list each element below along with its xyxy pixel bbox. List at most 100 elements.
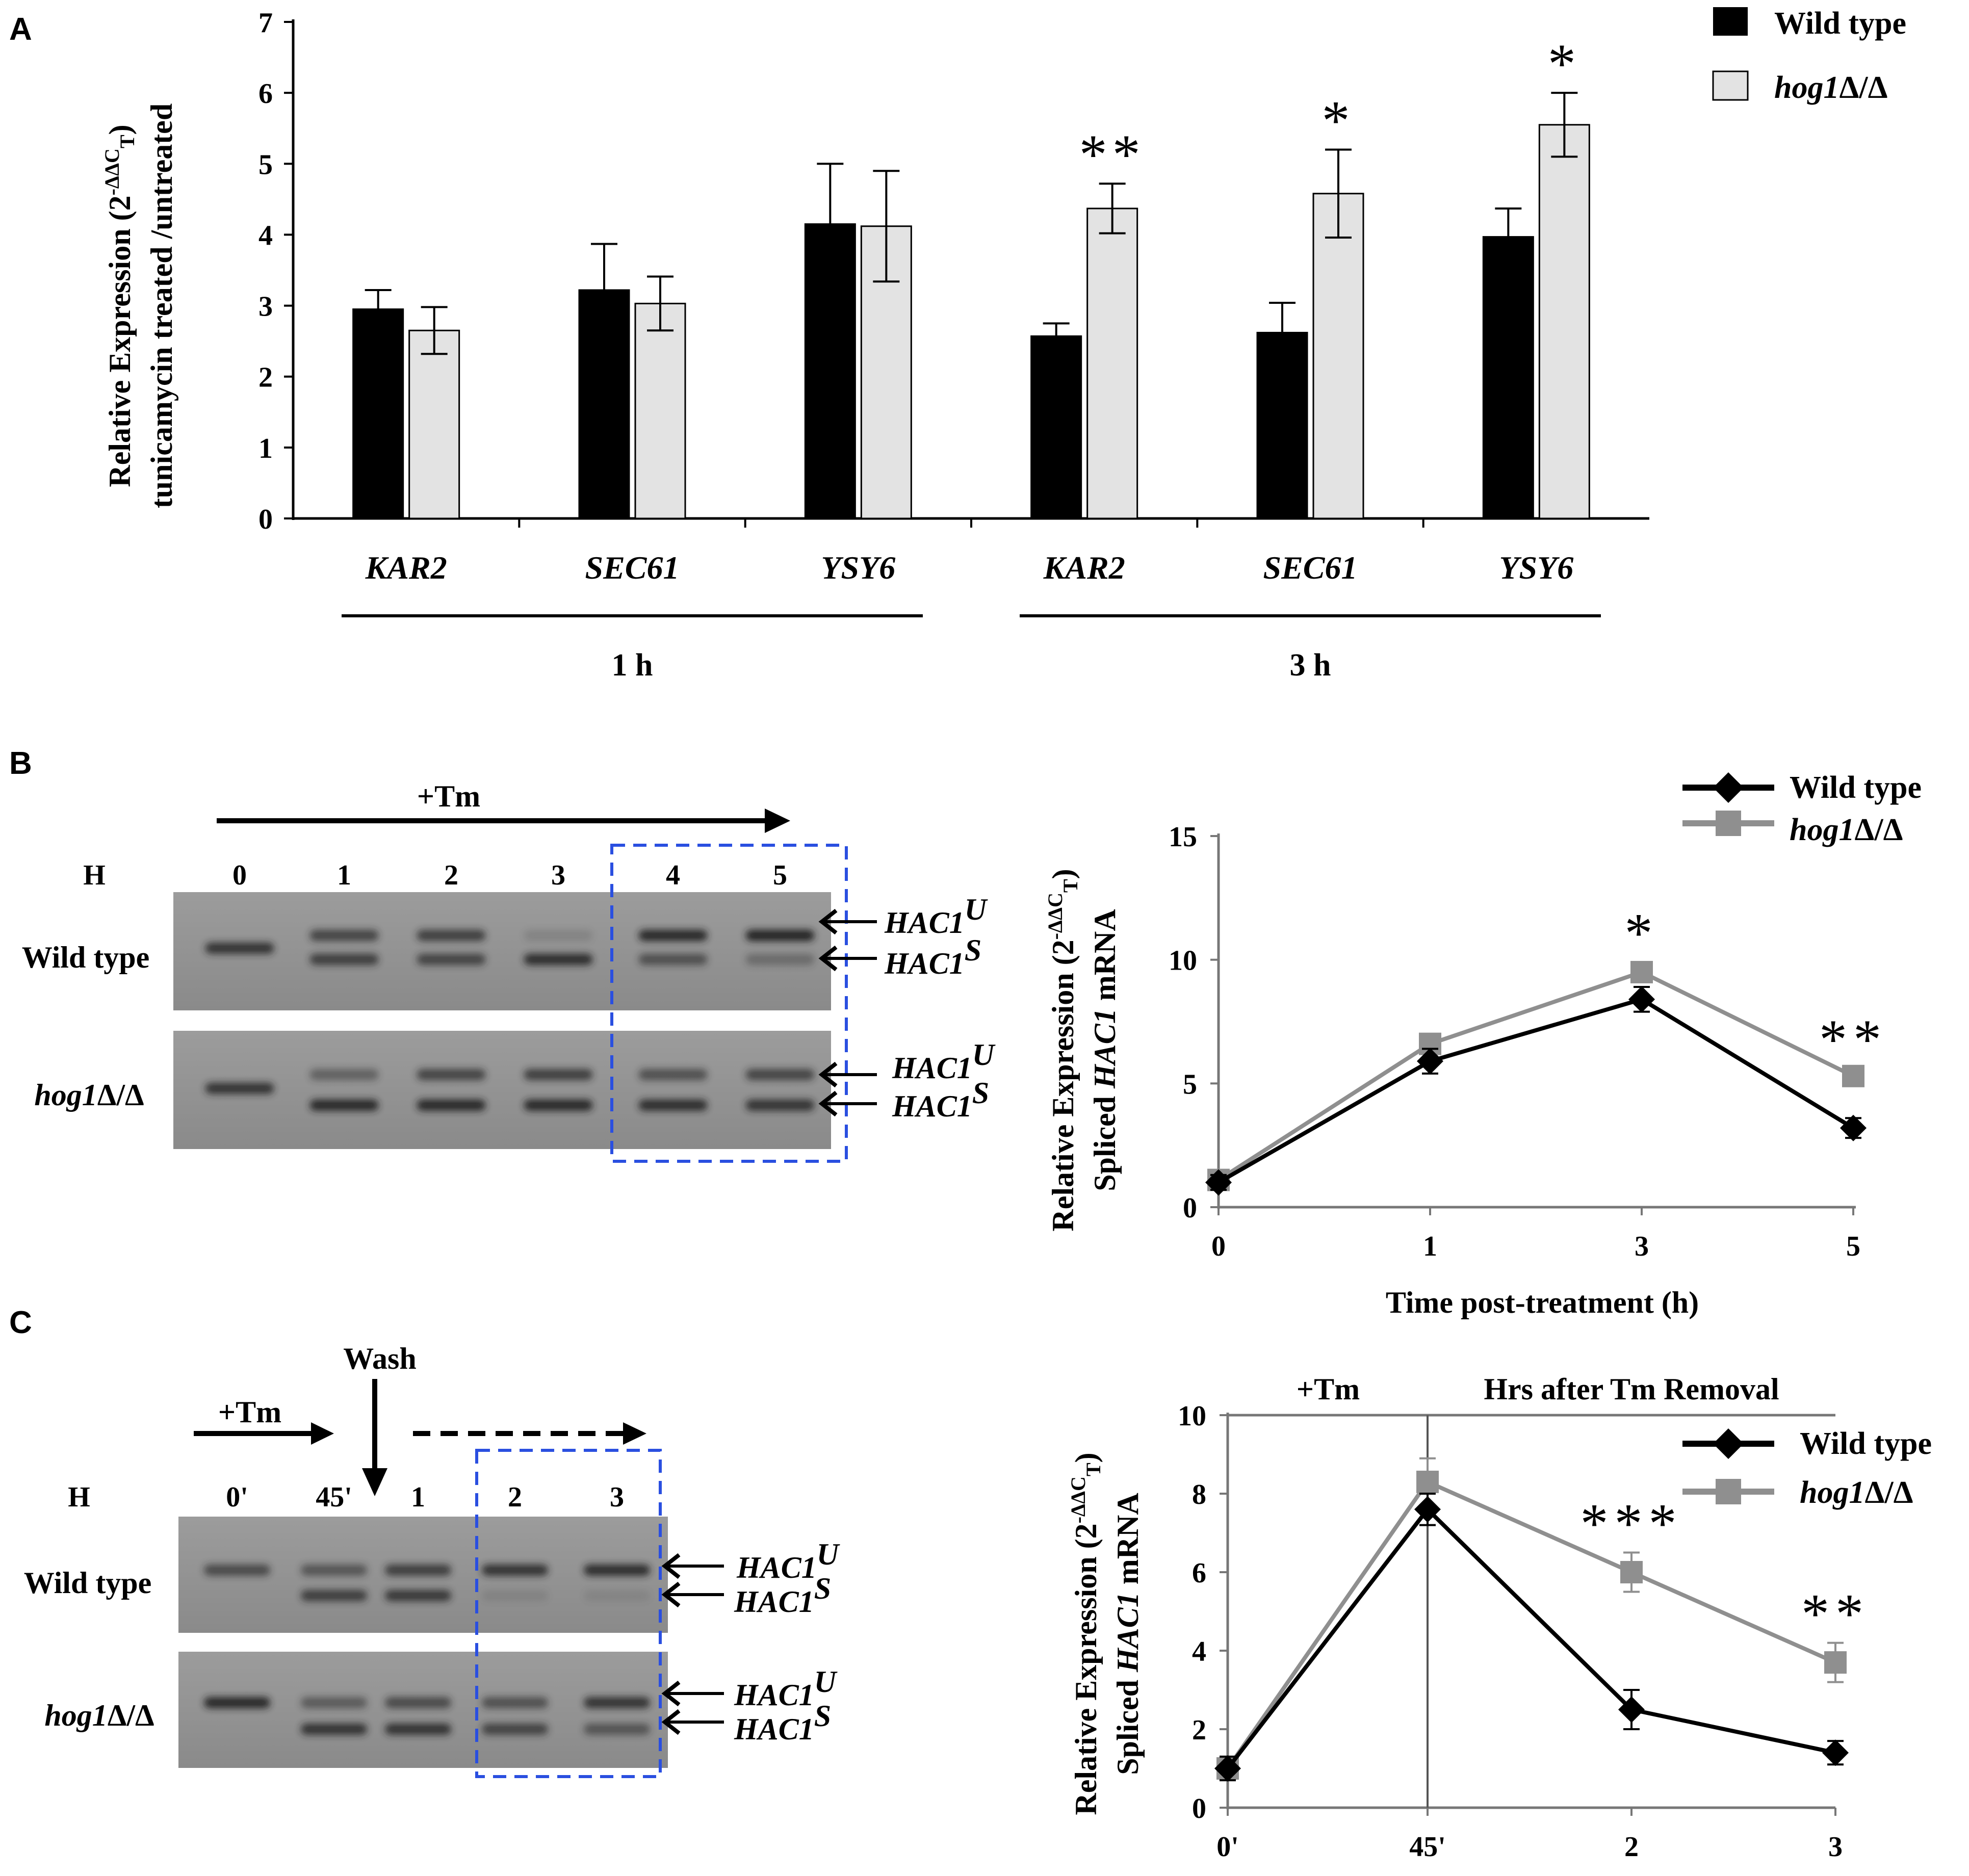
chartC-xtick-label: 3 — [1828, 1831, 1843, 1863]
gel-b-band-wt-unspliced — [638, 930, 708, 941]
legend-swatch-wild-type — [1713, 7, 1748, 36]
chart-a-group-label: 1 h — [612, 648, 653, 683]
legend-marker-wild-type — [1713, 1428, 1744, 1459]
gel-c: Wash +Tm H 0' 45' 1 2 3 Wild type hog1Δ/Δ HA… — [24, 1342, 840, 1778]
gel-b-band-hog1-spliced — [745, 1100, 815, 1111]
gel-b-arrow-hog1-unspliced-label: HAC1U — [892, 1038, 996, 1085]
gel-c-band-hog1-spliced — [482, 1724, 548, 1735]
legend-label-wild-type: Wild type — [1790, 770, 1922, 805]
bar-hog1 — [1538, 124, 1590, 519]
chartC-ytick-label: 10 — [1178, 1400, 1206, 1432]
gel-b-band-wt-spliced — [309, 954, 379, 965]
gel-b-blot-hog1 — [173, 1031, 831, 1149]
chartB-xtick-label: 5 — [1846, 1231, 1860, 1262]
chart-a-ytick-label: 6 — [258, 78, 273, 110]
series-hog1-line — [1226, 1479, 1836, 1770]
chart-a-category-label: SEC61 — [585, 550, 680, 586]
chart-a: 0 1 2 3 4 5 6 7 KAR2 SEC61 YSY6 KAR2 ** SEC61 * YSY6 * 1 … — [100, 6, 1906, 683]
series-hog1-marker — [1620, 1561, 1643, 1583]
significance-marker: ** — [1801, 1583, 1870, 1645]
chartC-ytick-label: 4 — [1192, 1636, 1206, 1667]
chart-a-ytick-label: 7 — [258, 7, 273, 39]
chartB-xtick-label: 3 — [1635, 1231, 1649, 1262]
svg-text:Relative Expression (2-ΔΔCT): Relative Expression (2-ΔΔCT) — [100, 124, 139, 487]
gel-c-band-hog1-unspliced — [385, 1697, 451, 1708]
gel-c-arrow-wt-unspliced-label: HAC1U — [736, 1538, 840, 1584]
chart-a-ytick-label: 5 — [258, 149, 273, 180]
chart-a-category-label: KAR2 — [365, 550, 447, 586]
svg-text:Relative Expression (2-ΔΔCT): Relative Expression (2-ΔΔCT) — [1044, 869, 1082, 1231]
gel-c-band-wt-unspliced — [385, 1565, 451, 1576]
gel-c-arrow-hog1-unspliced-head — [661, 1680, 681, 1707]
gel-c-lane-label: 0' — [226, 1481, 248, 1513]
gel-c-blot-hog1 — [178, 1652, 668, 1768]
chart-a-category-label: SEC61 — [1263, 550, 1358, 586]
gel-c-arrow-wt-unspliced-head — [661, 1553, 681, 1579]
gel-c-lane-labels: 0' 45' 1 2 3 — [226, 1481, 624, 1513]
chart-a-ytick-label: 0 — [258, 504, 273, 535]
gel-c-row-wild-type: Wild type — [24, 1566, 152, 1600]
panel-label-b: B — [9, 746, 32, 781]
gel-b-lane-label: 3 — [551, 859, 565, 891]
legend-marker-hog1 — [1716, 811, 1741, 836]
gel-b-band-hog1-spliced — [309, 1100, 379, 1111]
chart-a-ytick-label: 4 — [258, 220, 273, 251]
gel-b-band-hog1-unspliced — [309, 1069, 379, 1080]
chart-a-legend: Wild type hog1Δ/Δ — [1712, 6, 1906, 105]
svg-text:tunicamycin treated /untreated: tunicamycin treated /untreated — [145, 103, 178, 508]
chart-a-axes — [284, 19, 1649, 617]
panel-label-a: A — [9, 12, 32, 47]
gel-b-band-wt-spliced — [745, 954, 815, 965]
gel-b-band-hog1-spliced — [524, 1100, 593, 1111]
gel-b-arrow-wt-spliced-head — [818, 945, 838, 972]
gel-b-band-wt-unspliced — [309, 930, 379, 941]
chart-a-bars — [352, 92, 1590, 519]
bar-hog1 — [634, 302, 686, 519]
gel-b-lane-label: 4 — [666, 859, 680, 891]
gel-c-band-wt-spliced — [385, 1590, 451, 1601]
gel-c-band-wt-spliced — [482, 1590, 548, 1601]
chartB-xtick-label: 0 — [1211, 1231, 1226, 1262]
series-hog1-marker — [1824, 1651, 1847, 1674]
gel-c-lane-header: H — [68, 1481, 90, 1513]
gel-b-band-hog1-unspliced — [205, 1083, 274, 1094]
gel-b-lane-label: 1 — [337, 859, 351, 891]
chartB-xtick-label: 1 — [1423, 1231, 1437, 1262]
gel-c-band-hog1-unspliced — [584, 1697, 650, 1708]
gel-b-arrow-wt-spliced-label: HAC1S — [884, 933, 981, 980]
gel-b-row-hog1: hog1Δ/Δ — [34, 1078, 144, 1112]
gel-c-band-hog1-unspliced — [204, 1697, 270, 1708]
gel-c-arrow-wt-spliced-label: HAC1S — [734, 1572, 831, 1619]
chart-a-ytick-label: 1 — [258, 433, 273, 464]
gel-c-band-wt-unspliced — [301, 1565, 367, 1576]
legend-marker-hog1 — [1716, 1479, 1741, 1504]
significance-marker: *** — [1581, 1493, 1683, 1555]
series-wild-type-marker — [1417, 1048, 1443, 1075]
gel-c-band-hog1-spliced — [301, 1724, 367, 1735]
chartC-ytick-label: 8 — [1192, 1479, 1206, 1510]
gel-b-arrow-hog1-spliced-head — [818, 1090, 838, 1117]
chart-b-xlabel: Time post-treatment (h) — [1386, 1286, 1699, 1319]
gel-c-wash-arrowhead — [362, 1468, 387, 1496]
gel-b-lane-label: 5 — [773, 859, 787, 891]
series-wild-type-marker — [1214, 1755, 1241, 1782]
chart-a-group-label: 3 h — [1290, 648, 1331, 683]
gel-c-band-hog1-unspliced — [301, 1697, 367, 1708]
chartC-xtick-label: 45' — [1409, 1831, 1446, 1863]
gel-c-band-wt-unspliced — [584, 1565, 650, 1576]
series-wild-type-marker — [1618, 1696, 1645, 1723]
chartB-ytick-label: 5 — [1183, 1069, 1197, 1100]
svg-text:Spliced HAC1 mRNA: Spliced HAC1 mRNA — [1111, 1493, 1145, 1775]
legend-label-wild-type: Wild type — [1800, 1426, 1932, 1461]
series-hog1-marker — [1842, 1064, 1864, 1087]
bar-wild-type — [1256, 331, 1308, 519]
chart-c-region-label-tm: +Tm — [1297, 1372, 1360, 1406]
chart-c-axes — [1220, 1413, 1836, 1816]
legend-label-hog1: hog1Δ/Δ — [1774, 70, 1887, 105]
